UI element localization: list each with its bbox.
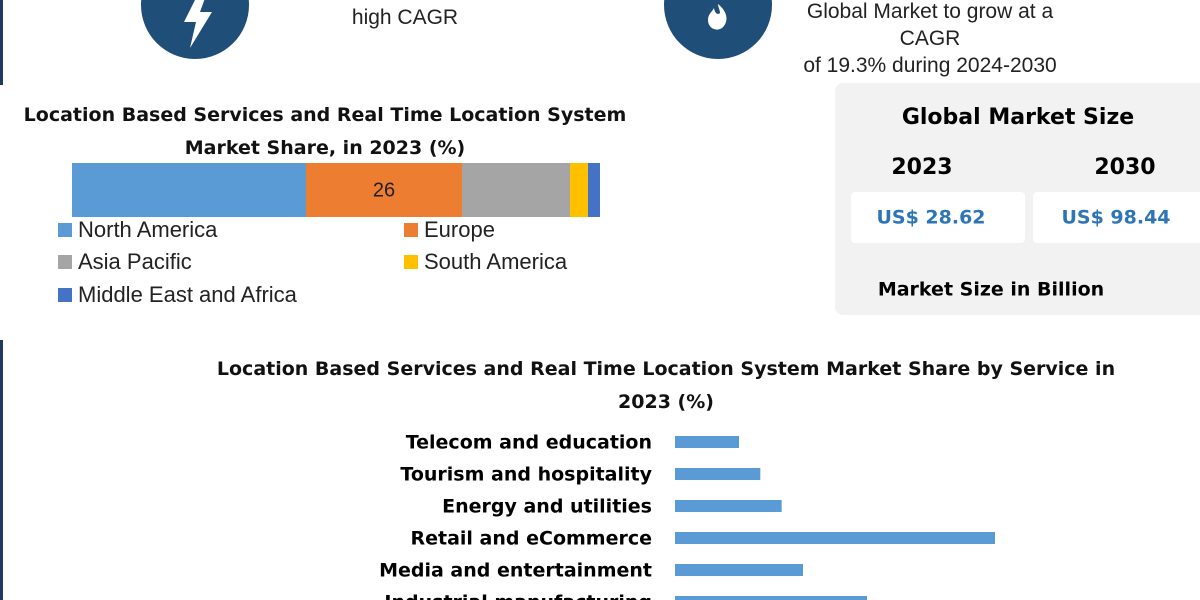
legend-swatch: [58, 255, 72, 269]
bar: [675, 436, 739, 448]
header-line: of 19.3% during 2024-2030: [803, 54, 1057, 77]
header-line: Global Market to grow at a CAGR: [806, 0, 1054, 50]
y-tick-label: Tourism and hospitality: [400, 464, 652, 486]
share-chart: North America 26 Europe Asia Pacific South A…: [58, 163, 600, 307]
bar: [675, 500, 782, 512]
left-border: [0, 340, 3, 600]
bar-segment: [306, 163, 462, 217]
y-tick-label: Energy and utilities: [442, 496, 652, 518]
service-chart: Telecom and education Tourism and hospita…: [379, 432, 995, 600]
legend-label: South America: [424, 249, 568, 274]
legend-label: Middle East and Africa: [78, 282, 298, 307]
bar-segment: [462, 163, 570, 217]
legend-swatch: [404, 255, 418, 269]
left-border: [0, 0, 3, 85]
year-label: 2023: [891, 155, 952, 180]
year-label: 2030: [1094, 155, 1155, 180]
legend-label: Europe: [424, 217, 495, 242]
chart-title: Location Based Services and Real Time Lo…: [23, 104, 627, 159]
market-value: US$ 98.44: [1061, 207, 1170, 229]
value-box: [851, 192, 1025, 243]
header-text: high CAGR: [351, 6, 459, 29]
bar: [675, 532, 995, 544]
legend-label: Asia Pacific: [78, 249, 192, 274]
y-tick-label: Retail and eCommerce: [410, 528, 652, 550]
bar-segment: [588, 163, 600, 217]
value-box: [1033, 192, 1200, 243]
lightning-icon: [184, 0, 212, 48]
chart-title: Location Based Services and Real Time Lo…: [216, 358, 1116, 413]
market-value: US$ 28.62: [876, 207, 985, 229]
bar: [675, 596, 867, 600]
y-tick-label: Telecom and education: [406, 432, 652, 454]
market-note: Market Size in Billion: [878, 279, 1104, 301]
y-tick-label: Media and entertainment: [379, 560, 652, 582]
legend-swatch: [404, 223, 418, 237]
bar-segment: [570, 163, 588, 217]
bar: [675, 468, 761, 480]
y-tick-label: Industrial manufacturing: [384, 592, 652, 600]
legend-label: North America: [78, 217, 218, 242]
bar-segment: [72, 163, 306, 217]
legend-swatch: [58, 223, 72, 237]
flame-icon: [708, 4, 727, 30]
market-size-title: Global Market Size: [902, 105, 1134, 130]
data-label: 26: [373, 179, 395, 201]
header-text: Global Market to grow at a CAGR of 19.3%…: [780, 0, 1080, 79]
bar: [675, 564, 803, 576]
legend-swatch: [58, 288, 72, 302]
